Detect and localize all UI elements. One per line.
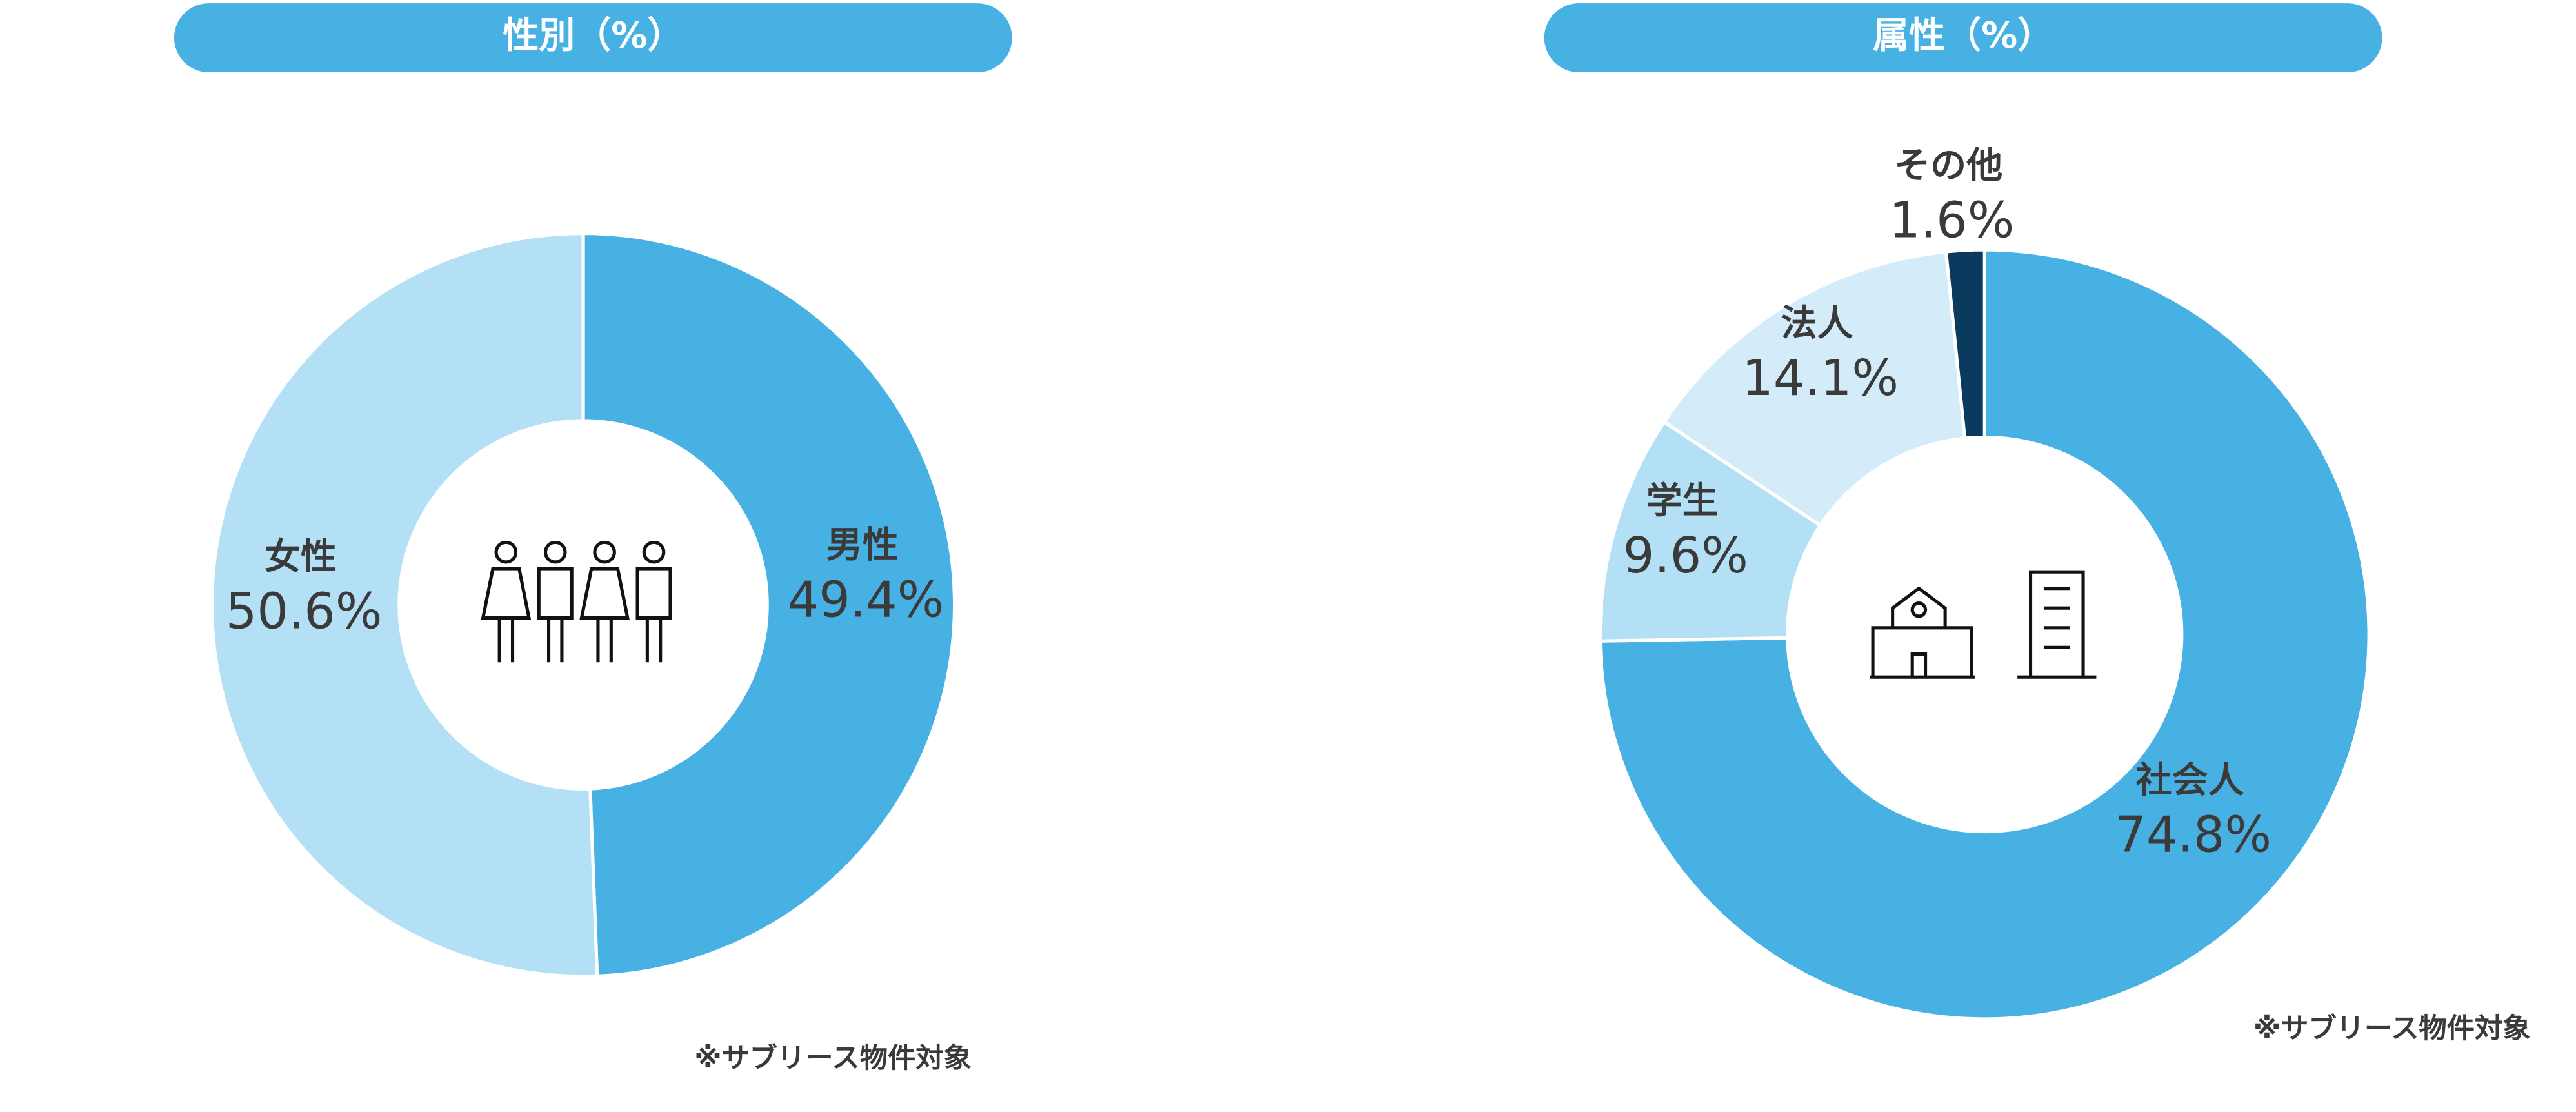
slice-label: 男性: [826, 525, 899, 567]
value-label: 74.8%: [2115, 807, 2271, 864]
slices: [210, 232, 2371, 1021]
value-label: 9.6%: [1623, 527, 1748, 585]
title-pill: [174, 3, 1012, 73]
slice: [1662, 250, 1967, 528]
value-label: 1.6%: [1889, 192, 2014, 249]
building-icon: [1869, 570, 2097, 679]
slice-label: 社会人: [2136, 760, 2244, 802]
slice: [1944, 248, 1986, 440]
slice: [1598, 248, 2371, 1021]
slice: [1598, 420, 1823, 643]
people-icon: [481, 540, 672, 663]
slice: [210, 232, 599, 978]
note: ※サブリース物件対象: [2253, 1013, 2530, 1045]
slice-label: その他: [1894, 145, 2002, 187]
chart-title: 属性（%）: [1873, 15, 2053, 57]
value-label: 49.4%: [788, 572, 944, 629]
chart-title: 性別（%）: [503, 15, 683, 57]
slice-label: 女性: [265, 536, 337, 578]
slice: [581, 232, 956, 978]
value-label: 14.1%: [1742, 350, 1899, 407]
value-label: 50.6%: [226, 583, 383, 640]
title-pill: [1544, 3, 2382, 73]
slice-label: 学生: [1646, 480, 1719, 522]
slice-label: 法人: [1781, 303, 1853, 345]
note: ※サブリース物件対象: [694, 1042, 971, 1075]
